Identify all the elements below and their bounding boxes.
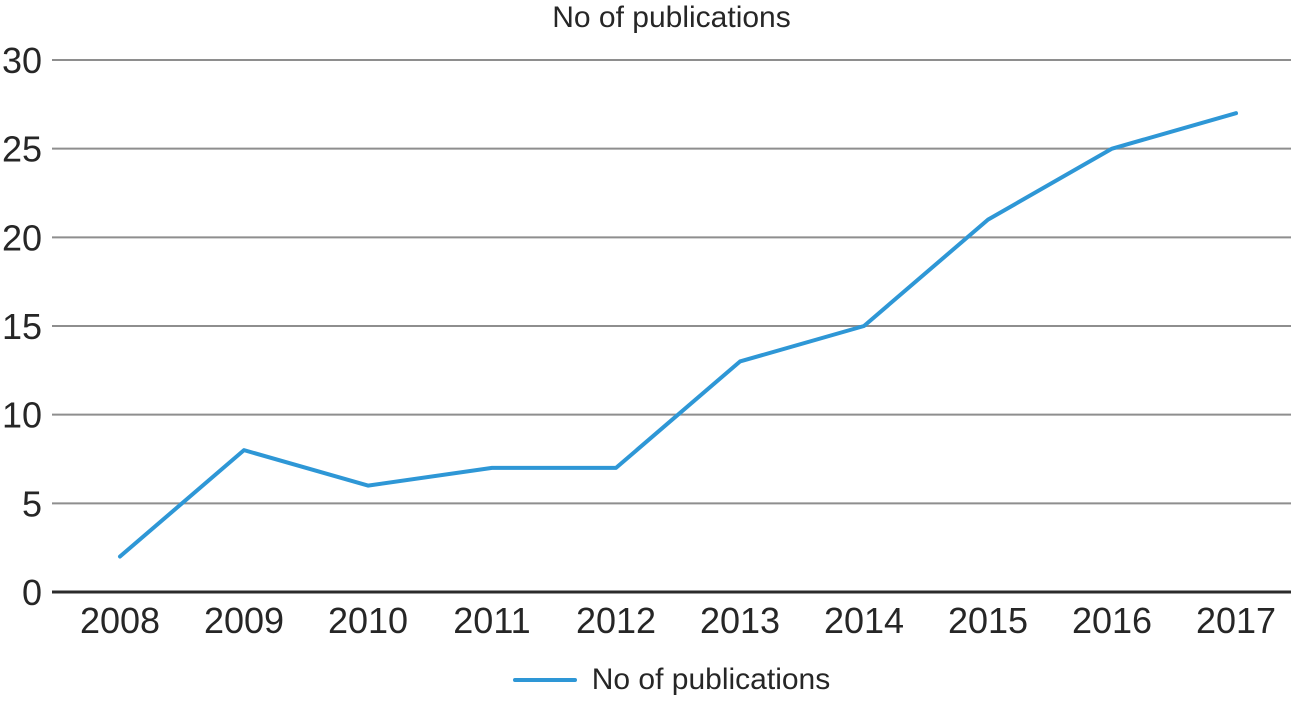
y-tick-label: 25 [2,129,42,170]
y-tick-label: 10 [2,395,42,436]
x-tick-label: 2011 [453,600,530,641]
x-tick-label: 2014 [824,600,904,641]
y-tick-label: 15 [2,306,42,347]
chart-legend: No of publications [52,663,1291,697]
x-tick-label: 2015 [948,600,1028,641]
x-tick-label: 2008 [80,600,160,641]
x-tick-label: 2010 [328,600,408,641]
x-tick-label: 2009 [204,600,284,641]
y-tick-label: 20 [2,217,42,258]
y-tick-label: 30 [2,40,42,81]
legend-line-swatch [512,678,577,682]
chart-title: No of publications [552,1,791,34]
x-tick-label: 2016 [1072,600,1152,641]
x-tick-label: 2012 [576,600,656,641]
y-tick-label: 5 [22,483,42,524]
legend-series-label: No of publications [591,663,831,696]
x-tick-label: 2013 [700,600,780,641]
y-tick-label: 0 [22,572,42,613]
x-tick-label: 2017 [1196,600,1276,641]
publications-series-line [118,111,1238,559]
